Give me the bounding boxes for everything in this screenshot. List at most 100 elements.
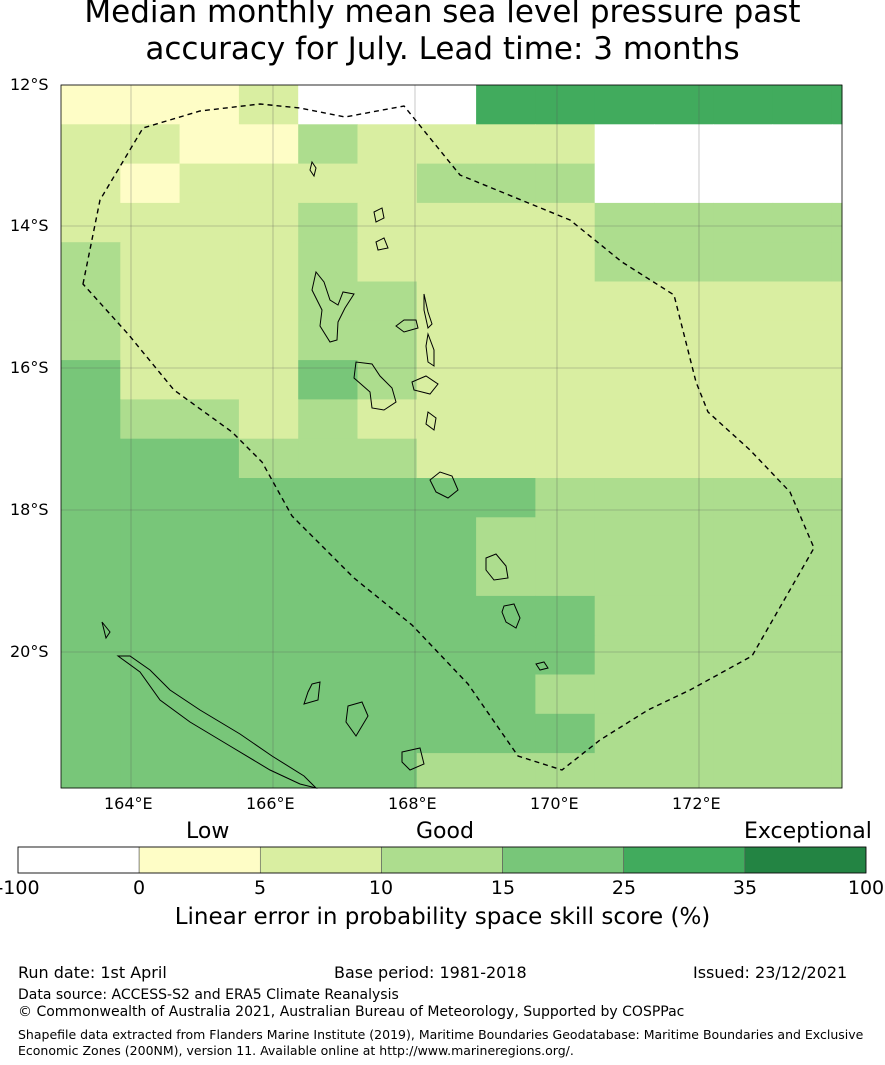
skill-cell	[654, 713, 714, 754]
skill-cell	[298, 85, 358, 125]
skill-cell	[416, 320, 477, 361]
skill-cell	[535, 85, 596, 125]
island-torres	[309, 160, 317, 178]
title-line-2: accuracy for July. Lead time: 3 months	[145, 31, 740, 67]
colorbar-segment	[744, 846, 867, 874]
skill-cell	[713, 595, 774, 636]
skill-cell	[61, 674, 121, 715]
island-espiritu-santo	[311, 270, 355, 343]
lon-label-170e: 170°E	[530, 794, 579, 813]
skill-cell	[654, 556, 714, 597]
skill-cell	[61, 478, 121, 518]
skill-cell	[357, 85, 418, 125]
colorbar-segment	[502, 846, 625, 874]
colorbar-tick: -100	[0, 877, 40, 899]
skill-cell	[120, 320, 181, 361]
skill-cell	[357, 124, 418, 165]
skill-cell	[476, 438, 536, 479]
colorbar-segment	[623, 846, 746, 874]
skill-cell	[831, 202, 843, 243]
skill-cell	[654, 399, 714, 440]
skill-cell	[61, 753, 121, 789]
skill-cell	[416, 556, 477, 597]
skill-cell	[179, 242, 240, 282]
skill-cell	[594, 635, 655, 675]
skill-cell	[298, 399, 358, 440]
skill-cell	[61, 163, 121, 204]
island-epi	[425, 411, 437, 431]
skill-cell	[120, 478, 181, 518]
colorbar-title: Linear error in probability space skill …	[174, 904, 711, 930]
skill-cell	[416, 517, 477, 558]
island-ambae	[395, 319, 419, 333]
island-loyalty-1	[303, 681, 321, 705]
skill-cell	[298, 635, 358, 675]
skill-cell	[298, 517, 358, 558]
skill-cell	[120, 753, 181, 789]
skill-cell	[654, 595, 714, 636]
lat-label-20s: 20°S	[10, 642, 49, 661]
lon-label-164e: 164°E	[104, 794, 153, 813]
skill-cell	[713, 438, 774, 479]
skill-cell	[535, 360, 596, 400]
skill-cell	[120, 242, 181, 282]
skill-cell	[357, 595, 418, 636]
skill-cell	[594, 399, 655, 440]
skill-cell	[416, 753, 477, 789]
skill-cell	[357, 674, 418, 715]
skill-cell	[713, 753, 774, 789]
lon-label-166e: 166°E	[246, 794, 295, 813]
skill-cell	[831, 360, 843, 400]
skill-cell	[713, 124, 774, 165]
skill-cell	[594, 713, 655, 754]
shapefile-credit-1: Shapefile data extracted from Flanders M…	[18, 1027, 864, 1042]
skill-cell	[713, 399, 774, 440]
skill-cell	[298, 595, 358, 636]
skill-cell	[654, 517, 714, 558]
skill-cell	[772, 753, 833, 789]
skill-cell	[654, 85, 714, 125]
skill-cell	[357, 281, 418, 322]
skill-cell	[713, 517, 774, 558]
skill-cell	[357, 438, 418, 479]
skill-cell	[594, 595, 655, 636]
skill-cell	[298, 124, 358, 165]
skill-cell	[61, 320, 121, 361]
skill-cell	[772, 399, 833, 440]
skill-cell	[179, 399, 240, 440]
skill-cell	[772, 635, 833, 675]
skill-cell	[120, 399, 181, 440]
skill-cell	[61, 713, 121, 754]
skill-cell	[772, 85, 833, 125]
skill-cell	[476, 478, 536, 518]
skill-cell	[831, 517, 843, 558]
skill-cell	[179, 124, 240, 165]
skill-cell	[416, 360, 477, 400]
lon-label-168e: 168°E	[388, 794, 437, 813]
colorbar-segment	[138, 846, 261, 874]
island-malakula	[353, 361, 397, 411]
colorbar-tick: 10	[368, 877, 394, 899]
skill-cell	[476, 635, 536, 675]
skill-cell	[772, 595, 833, 636]
skill-cell	[120, 124, 181, 165]
skill-cell	[416, 281, 477, 322]
island-loyalty-2	[345, 701, 369, 737]
skill-cell	[831, 124, 843, 165]
skill-cell	[238, 281, 299, 322]
skill-cell	[61, 438, 121, 479]
skill-cell	[594, 320, 655, 361]
skill-cell	[772, 124, 833, 165]
skill-cell	[416, 399, 477, 440]
skill-cell	[654, 438, 714, 479]
skill-cell	[535, 674, 596, 715]
skill-cell	[772, 360, 833, 400]
skill-cell	[120, 635, 181, 675]
skill-cell	[416, 202, 477, 243]
skill-cell	[654, 124, 714, 165]
skill-cell	[61, 556, 121, 597]
skill-cell	[238, 202, 299, 243]
skill-cell	[61, 124, 121, 165]
skill-cell	[772, 281, 833, 322]
skill-cell	[238, 713, 299, 754]
